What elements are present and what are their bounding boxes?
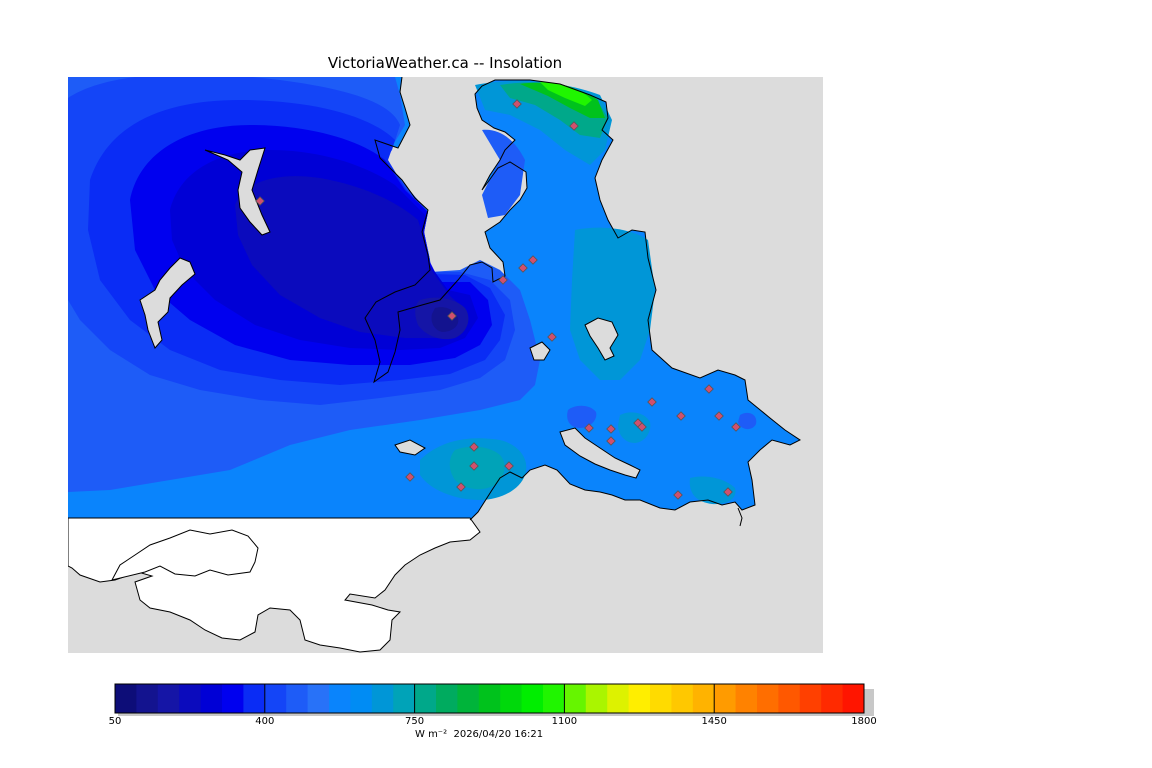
colorbar-swatch: [307, 684, 330, 713]
colorbar-swatch: [200, 684, 223, 713]
station-marker: [447, 311, 457, 321]
colorbar-swatch: [157, 684, 180, 713]
station-marker: [714, 411, 724, 421]
lake-east: [584, 317, 619, 361]
station-marker: [528, 255, 538, 265]
colorbar-swatch: [842, 684, 865, 713]
contour-east-3: [689, 476, 736, 505]
colorbar-swatch: [500, 684, 523, 713]
lake-west: [139, 257, 196, 349]
station-marker: [647, 397, 657, 407]
contour-north-4: [540, 82, 592, 106]
units-and-timestamp: W m⁻² 2026/04/20 16:21: [415, 729, 543, 740]
colorbar-swatches: [115, 684, 865, 713]
map-panel: [68, 77, 823, 653]
colorbar-swatch: [478, 684, 501, 713]
station-marker: [606, 424, 616, 434]
colorbar-swatch: [457, 684, 480, 713]
station-marker: [676, 411, 686, 421]
station-marker: [504, 461, 514, 471]
colorbar-swatch: [264, 684, 287, 713]
colorbar-swatch: [222, 684, 244, 713]
island-sw: [394, 439, 426, 456]
colorbar-swatch: [371, 684, 394, 713]
units-label: W m⁻²: [415, 729, 448, 740]
colorbar-swatch: [757, 684, 779, 713]
colorbar-tick-label: 1800: [851, 716, 877, 727]
colorbar-swatch: [671, 684, 694, 713]
station-marker: [456, 482, 466, 492]
colorbar-swatch: [329, 684, 351, 713]
colorbar-swatch: [436, 684, 458, 713]
colorbar-swatch: [136, 684, 159, 713]
colorbar-swatch: [735, 684, 758, 713]
station-marker: [498, 275, 508, 285]
contour-east-4: [567, 405, 597, 428]
colorbar-swatch: [799, 684, 822, 713]
station-marker: [637, 422, 647, 432]
colorbar-swatch: [692, 684, 715, 713]
station-marker: [469, 461, 479, 471]
station-marker: [469, 442, 479, 452]
colorbar-tick-label: 1100: [551, 716, 578, 727]
station-marker: [255, 196, 265, 206]
contour-east-2: [618, 412, 651, 443]
contour-southwest-teal: [449, 446, 505, 490]
station-marker: [584, 423, 594, 433]
colorbar-swatch: [115, 684, 137, 713]
lake-cowichan: [204, 147, 271, 236]
colorbar-swatch: [243, 684, 266, 713]
station-marker: [569, 121, 579, 131]
contour-north-dark: [482, 129, 525, 218]
colorbar-tick-label: 50: [108, 716, 122, 727]
station-marker: [518, 263, 528, 273]
station-marker: [731, 422, 741, 432]
colorbar-frame: [114, 683, 865, 714]
colorbar-swatch: [543, 684, 565, 713]
colorbar-swatch: [393, 684, 416, 713]
colorbar-swatch: [414, 684, 437, 713]
contour-east-1: [570, 227, 655, 380]
colorbar-tick-label: 400: [255, 716, 275, 727]
colorbar-swatch: [714, 684, 737, 713]
map-title: VictoriaWeather.ca -- Insolation: [327, 54, 563, 72]
lakes: [139, 147, 641, 479]
colorbar-swatch: [821, 684, 844, 713]
colorbar-ticks: [114, 683, 865, 714]
station-marker: [673, 490, 683, 500]
white-land-north: [111, 529, 259, 581]
contour-east-5: [738, 412, 757, 430]
colorbar-swatch: [350, 684, 373, 713]
colorbar-tick-label: 750: [405, 716, 425, 727]
insolation-field: [68, 77, 800, 520]
colorbar-swatch: [778, 684, 801, 713]
station-marker: [723, 487, 733, 497]
station-marker: [704, 384, 714, 394]
station-markers: [255, 99, 741, 500]
colorbar-swatch: [521, 684, 544, 713]
colorbar-swatch: [585, 684, 608, 713]
colorbar-swatch: [650, 684, 672, 713]
colorbar-swatch: [179, 684, 202, 713]
timestamp-label: 2026/04/20 16:21: [453, 729, 544, 740]
colorbar-swatch: [628, 684, 651, 713]
colorbar-swatch: [564, 684, 587, 713]
contour-band-6: [235, 176, 466, 338]
station-marker: [606, 436, 616, 446]
lake-small-1: [529, 341, 551, 361]
saanich-inlet: [559, 427, 641, 479]
colorbar-swatch: [607, 684, 630, 713]
station-marker: [512, 99, 522, 109]
station-marker: [405, 472, 415, 482]
contour-north-3: [520, 82, 605, 118]
colorbar-swatch: [286, 684, 309, 713]
station-marker: [547, 332, 557, 342]
insolation-map: [68, 77, 823, 653]
colorbar-tick-label: 1450: [701, 716, 727, 727]
coastlines: [364, 77, 801, 527]
